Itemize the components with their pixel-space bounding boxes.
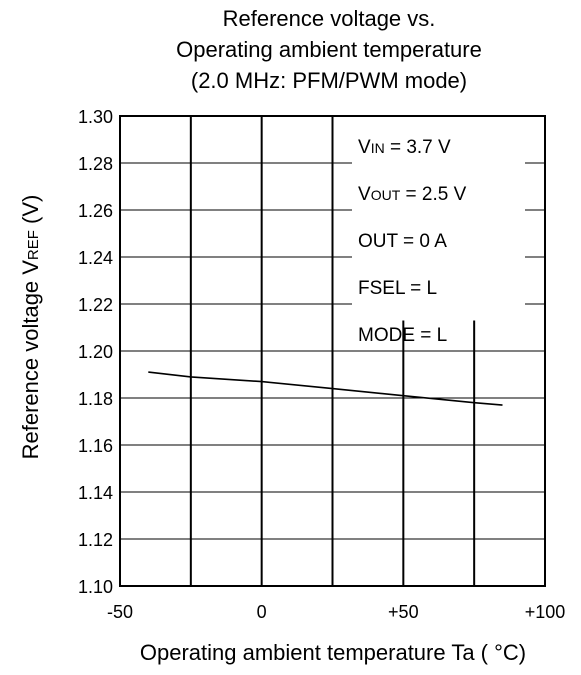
plot-frame <box>119 115 546 587</box>
x-tick-label: +100 <box>525 602 566 622</box>
y-tick-label: 1.28 <box>78 154 113 174</box>
series-layer <box>148 371 503 406</box>
x-axis-label: Operating ambient temperature Ta ( °C) <box>140 640 526 665</box>
y-axis-label-sub: REF <box>25 230 42 260</box>
x-tick-label: -50 <box>107 602 133 622</box>
y-tick-label: 1.10 <box>78 577 113 597</box>
x-tick-label: 0 <box>257 602 267 622</box>
y-tick-label: 1.14 <box>78 483 113 503</box>
chart-title-line: (2.0 MHz: PFM/PWM mode) <box>191 68 467 93</box>
condition-main: V <box>358 137 371 158</box>
y-tick-label: 1.22 <box>78 295 113 315</box>
grid-layer <box>120 116 545 586</box>
y-tick-label: 1.20 <box>78 342 113 362</box>
condition-text: VIN = 3.7 V <box>358 137 451 158</box>
chart-title: Reference voltage vs. Operating ambient … <box>176 6 482 93</box>
plot-border <box>119 115 546 587</box>
tick-labels: 1.10 1.12 1.14 1.16 1.18 1.20 1.22 1.24 1.26 1.28… <box>78 107 565 622</box>
y-axis-label-main: Reference voltage V <box>18 260 43 460</box>
condition-text: VOUT = 2.5 V <box>358 184 467 205</box>
y-tick-label: 1.12 <box>78 530 113 550</box>
condition-value: = 2.5 V <box>400 184 466 205</box>
y-axis-label: Reference voltage VREF (V) <box>18 195 43 460</box>
y-tick-label: 1.30 <box>78 107 113 127</box>
condition-main: FSEL = L <box>358 278 437 299</box>
condition-subscript: IN <box>371 140 385 156</box>
condition-main: V <box>358 184 371 205</box>
y-tick-label: 1.26 <box>78 201 113 221</box>
condition-main: OUT = 0 A <box>358 231 447 252</box>
series-line <box>148 371 503 406</box>
chart-title-line: Operating ambient temperature <box>176 37 482 62</box>
condition-value: = 3.7 V <box>385 137 451 158</box>
y-tick-label: 1.24 <box>78 248 113 268</box>
condition-main: MODE = L <box>358 325 447 346</box>
condition-text: FSEL = L <box>358 278 437 299</box>
chart-title-line: Reference voltage vs. <box>223 6 436 31</box>
y-axis-label-unit: (V) <box>18 195 43 230</box>
condition-text: OUT = 0 A <box>358 231 447 252</box>
y-tick-label: 1.16 <box>78 436 113 456</box>
y-tick-label: 1.18 <box>78 389 113 409</box>
condition-subscript: OUT <box>371 187 401 203</box>
x-tick-label: +50 <box>388 602 419 622</box>
condition-text: MODE = L <box>358 325 447 346</box>
